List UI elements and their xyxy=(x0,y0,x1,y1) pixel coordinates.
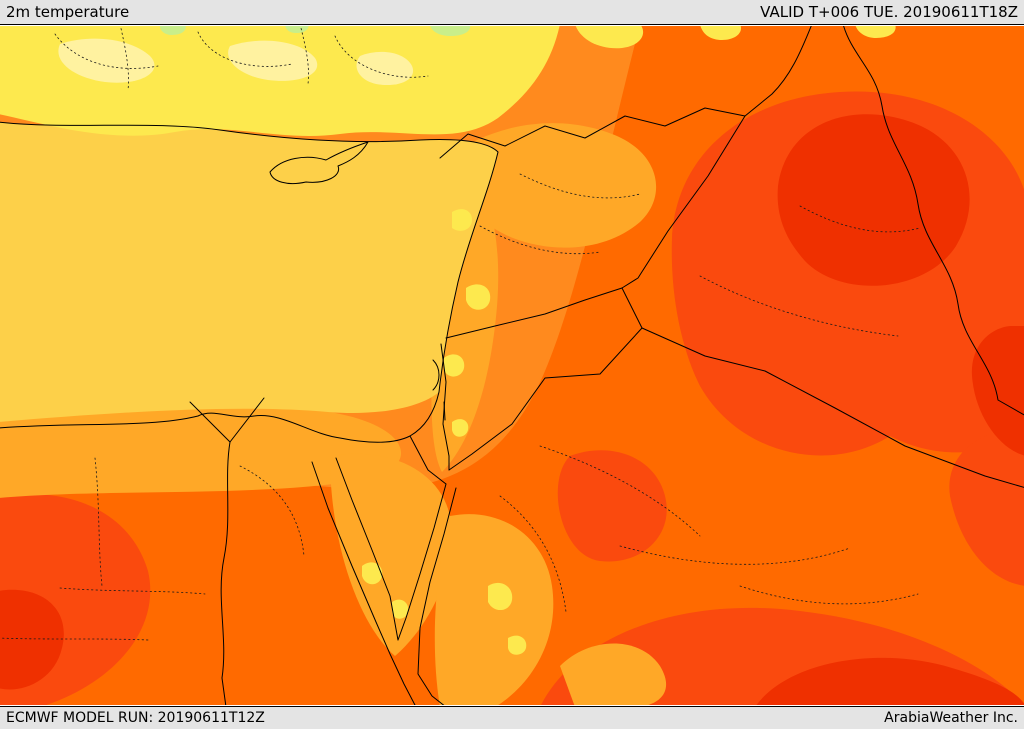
warm-band-north-syria xyxy=(451,123,657,248)
map-canvas xyxy=(0,26,1024,705)
green-spot-top-1 xyxy=(159,26,186,35)
very-hot-north-saudi xyxy=(557,450,667,562)
dead-sea xyxy=(443,401,446,421)
nile-river xyxy=(220,441,231,705)
border-israel-jordan xyxy=(440,343,450,471)
yellow-spot-levant-2 xyxy=(466,284,491,310)
nile-delta-east-branch xyxy=(229,397,265,443)
yellow-spot-levant-3 xyxy=(444,354,465,377)
map-title: 2m temperature xyxy=(6,2,130,21)
admin-turkey-4 xyxy=(120,26,129,91)
yellow-spot-top-edge-3 xyxy=(855,26,896,38)
brand-label: ArabiaWeather Inc. xyxy=(884,710,1018,726)
green-spot-top-3 xyxy=(430,26,471,36)
yellow-spot-jordan xyxy=(452,419,469,437)
yellow-spot-top-edge-2 xyxy=(700,26,741,40)
hottest-bottom-right xyxy=(756,657,1024,705)
admin-turkey-5 xyxy=(300,26,309,85)
hottest-egypt-south xyxy=(0,589,64,690)
gulf-of-aqaba-east-shore xyxy=(417,487,457,705)
hottest-right-edge xyxy=(971,326,1024,456)
admin-syria-2 xyxy=(479,225,601,255)
border-syria-iraq xyxy=(621,115,746,289)
admin-turkey-1 xyxy=(54,33,159,69)
yellow-spot-hejaz-1 xyxy=(488,582,513,611)
yellow-spot-sinai-1 xyxy=(362,562,383,585)
green-spot-top-2 xyxy=(285,26,309,33)
gulf-of-suez-west-shore xyxy=(311,461,416,705)
admin-syria-1 xyxy=(519,173,641,199)
warm-band-hejaz xyxy=(434,514,554,705)
pale-spot-turkey-2 xyxy=(228,40,318,81)
temperature-field xyxy=(0,26,1024,705)
admin-iraq-2 xyxy=(799,205,921,233)
yellow-spot-top-edge-1 xyxy=(575,26,644,49)
admin-turkey-3 xyxy=(334,35,429,78)
yellow-spot-levant-1 xyxy=(452,209,472,231)
mediterranean-sea xyxy=(0,122,498,422)
footer-bar: ECMWF MODEL RUN: 20190611T12Z ArabiaWeat… xyxy=(0,706,1024,729)
hottest-iraq-core xyxy=(777,114,970,286)
admin-borders-dotted xyxy=(0,26,921,641)
border-egypt-israel xyxy=(409,435,447,485)
cyprus-island xyxy=(269,141,369,185)
border-iraq-saudi xyxy=(641,327,1024,488)
very-hot-right-edge xyxy=(949,426,1024,586)
border-west-bank xyxy=(432,359,440,391)
border-iraq-iran xyxy=(843,26,1024,416)
nile-delta-west-branch xyxy=(189,401,231,443)
country-borders xyxy=(0,26,1024,705)
yellow-spot-hejaz-2 xyxy=(508,635,527,655)
admin-egypt-1 xyxy=(94,457,103,587)
header-bar: 2m temperature VALID T+006 TUE. 20190611… xyxy=(0,0,1024,25)
temperature-map-svg xyxy=(0,26,1024,705)
warm-patch-bottom-center xyxy=(560,643,666,705)
warm-band-egypt-coast xyxy=(0,402,401,498)
admin-saudi-3 xyxy=(739,585,919,605)
gulf-of-suez-east-shore xyxy=(335,457,399,641)
border-turkey-syria-iraq xyxy=(439,26,812,159)
admin-turkey-2 xyxy=(197,31,293,67)
admin-egypt-3 xyxy=(0,637,149,641)
admin-saudi-4 xyxy=(499,495,567,613)
warm-band-sinai xyxy=(330,453,452,656)
gulf-of-aqaba-west-shore xyxy=(397,483,447,641)
admin-saudi-1 xyxy=(539,445,701,537)
pale-spot-turkey-3 xyxy=(356,51,414,86)
admin-egypt-4 xyxy=(239,465,305,557)
pale-spot-turkey-1 xyxy=(58,38,155,83)
model-run-label: ECMWF MODEL RUN: 20190611T12Z xyxy=(6,710,265,726)
border-syria-jordan xyxy=(445,287,623,339)
valid-time-label: VALID T+006 TUE. 20190611T18Z xyxy=(760,2,1018,21)
admin-iraq-1 xyxy=(699,275,899,337)
yellow-spot-sinai-2 xyxy=(392,599,409,619)
